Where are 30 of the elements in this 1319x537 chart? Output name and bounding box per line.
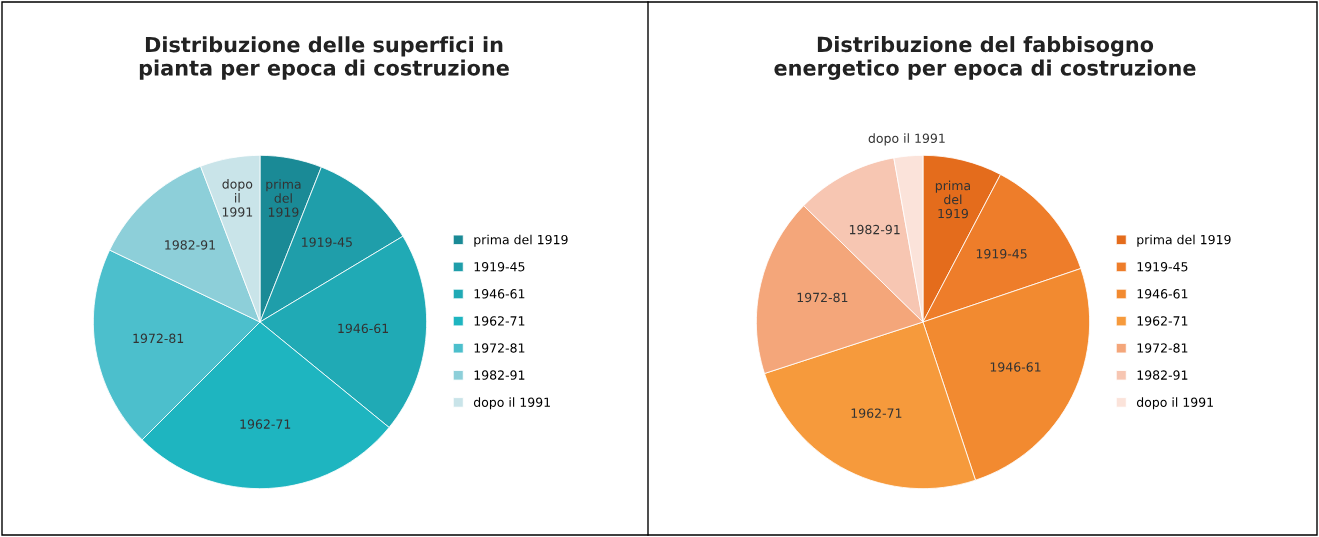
slice-label: prima del 1919: [266, 179, 301, 217]
legend-label: 1962-71: [1137, 316, 1188, 326]
chart-title: Distribuzione delle superfici in pianta per epoca di costruzione: [139, 36, 509, 80]
slice-label: 1919-45: [302, 237, 352, 247]
chart-title: Distribuzione del fabbisogno energetico per epoca di costruzione: [774, 36, 1196, 80]
legend-label: prima del 1919: [474, 234, 568, 247]
legend-label: 1982-91: [474, 370, 525, 380]
slice-label: 1946-61: [338, 323, 389, 334]
legend-label: prima del 1919: [1137, 234, 1231, 247]
slice-label: prima del 1919: [935, 180, 970, 219]
legend-label: 1919-45: [474, 261, 525, 272]
slice-label: dopo il 1991: [222, 179, 253, 217]
slice-label: 1982-91: [165, 240, 215, 250]
slice-label: 1972-81: [797, 292, 848, 303]
slice-label: 1962-71: [851, 408, 902, 418]
slice-label: 1946-61: [990, 362, 1041, 372]
legend-label: dopo il 1991: [473, 397, 550, 410]
legend-label: 1962-71: [474, 316, 525, 326]
legend-label: dopo il 1991: [1136, 397, 1213, 410]
slice-label: 1919-45: [976, 249, 1027, 259]
legend-label: 1946-61: [474, 289, 525, 299]
legend-label: 1972-81: [474, 343, 525, 353]
legend-label: 1946-61: [1137, 289, 1188, 299]
slice-label: dopo il 1991: [868, 133, 945, 146]
slice-label: 1982-91: [849, 224, 900, 235]
legend-label: 1982-91: [1137, 370, 1188, 380]
legend-label: 1919-45: [1137, 261, 1188, 272]
slice-label: 1972-81: [133, 333, 184, 344]
legend-label: 1972-81: [1137, 343, 1188, 353]
slice-label: 1962-71: [240, 419, 291, 429]
